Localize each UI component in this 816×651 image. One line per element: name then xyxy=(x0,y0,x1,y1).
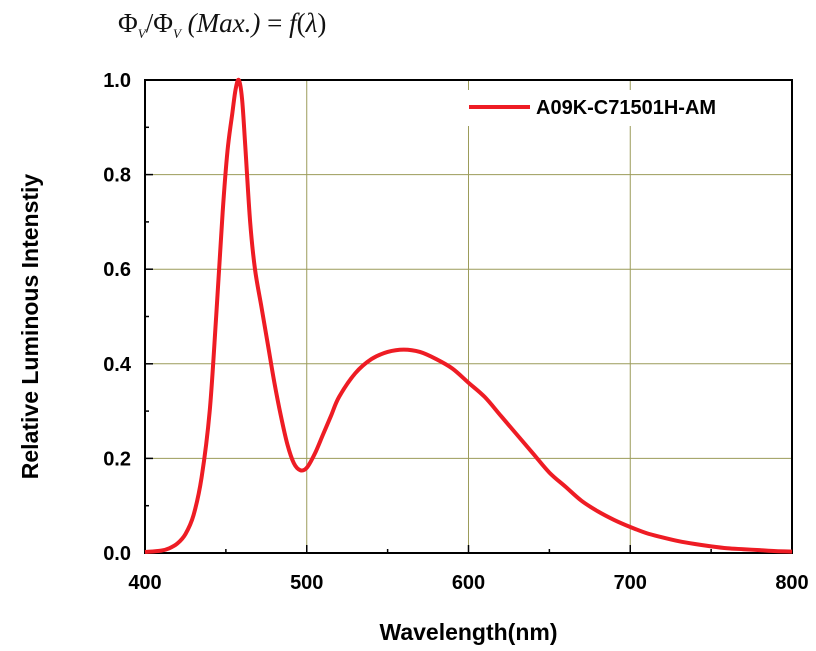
y-tick-label: 0.0 xyxy=(103,543,131,565)
ticks: 400 500 600 700 800 0.0 0.2 0.4 0.6 0.8 1.0 xyxy=(103,70,809,594)
slash-symbol: / xyxy=(145,8,154,38)
legend-label: A09K-C71501H-AM xyxy=(536,97,716,119)
equals-symbol: = xyxy=(267,8,283,38)
x-tick-label: 500 xyxy=(290,572,323,594)
lambda-symbol: λ xyxy=(305,8,318,38)
legend: A09K-C71501H-AM xyxy=(463,90,785,126)
phi-symbol: Φ xyxy=(153,8,173,38)
x-tick-label: 400 xyxy=(128,572,161,594)
phi-symbol: Φ xyxy=(118,8,138,38)
y-axis-title: Relative Luminous Intenstiy xyxy=(17,174,43,480)
phi-subscript: V xyxy=(137,26,146,41)
series-layer xyxy=(144,77,793,555)
y-tick-label: 0.4 xyxy=(103,354,132,376)
x-tick-label: 700 xyxy=(614,572,647,594)
phi-subscript: V xyxy=(172,26,181,41)
function-symbol: f xyxy=(289,8,297,38)
max-text: (Max.) xyxy=(187,8,261,38)
x-tick-label: 600 xyxy=(452,572,485,594)
grid xyxy=(144,79,793,554)
series-line-0 xyxy=(144,77,793,555)
x-axis-title: Wavelength(nm) xyxy=(379,619,557,645)
y-tick-label: 1.0 xyxy=(103,70,131,92)
y-tick-label: 0.8 xyxy=(103,165,131,187)
y-tick-label: 0.6 xyxy=(103,259,131,281)
chart-formula: ΦV/ΦV (Max.) = f(λ) xyxy=(118,8,327,41)
x-tick-label: 800 xyxy=(775,572,808,594)
y-tick-label: 0.2 xyxy=(103,448,131,470)
